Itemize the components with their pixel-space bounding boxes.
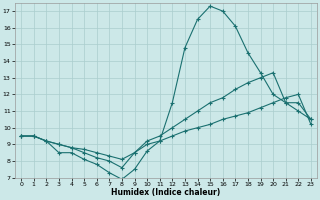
X-axis label: Humidex (Indice chaleur): Humidex (Indice chaleur) xyxy=(111,188,221,197)
